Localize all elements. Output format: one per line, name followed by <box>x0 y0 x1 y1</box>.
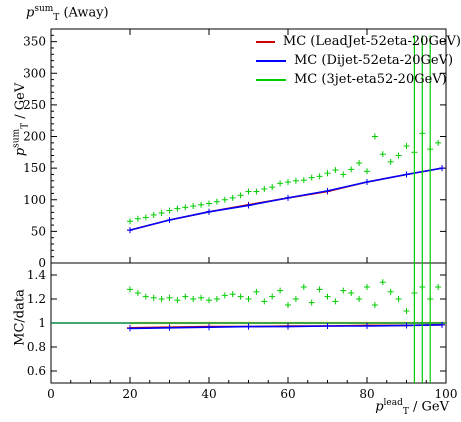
x-tick-label: 100 <box>435 387 458 401</box>
y-tick-label-main: 50 <box>31 224 46 238</box>
y-tick-label-main: 200 <box>23 130 46 144</box>
x-tick-label: 60 <box>280 387 295 401</box>
y-tick-label-main: 150 <box>23 161 46 175</box>
y-tick-label-main: 250 <box>23 98 46 112</box>
y-tick-label-ratio: 1 <box>38 316 46 330</box>
legend-swatch <box>256 40 275 43</box>
main-series-line <box>129 167 443 231</box>
legend-swatch <box>256 59 286 62</box>
y-tick-label-ratio: 0.6 <box>27 364 46 378</box>
legend-entry-leadjet: MC (LeadJet-52eta-20GeV) <box>256 32 461 51</box>
y-tick-label-main: 350 <box>23 35 46 49</box>
x-tick-label: 80 <box>359 387 374 401</box>
legend-entry-dijet: MC (Dijet-52eta-20GeV) <box>256 51 461 70</box>
legend-label: MC (LeadJet-52eta-20GeV) <box>282 34 461 49</box>
legend-entry-3jet: MC (3jet-eta52-20GeV) <box>256 70 461 89</box>
y-tick-label-ratio: 0.8 <box>27 340 46 354</box>
y-tick-label-main: 0 <box>38 256 46 270</box>
y-tick-label-ratio: 1.2 <box>27 292 46 306</box>
x-axis-label: pleadT / GeV <box>375 398 449 417</box>
y-tick-label-ratio: 1.4 <box>27 268 46 282</box>
y-axis-label-main: psumT / GeV <box>11 82 31 157</box>
legend-label: MC (Dijet-52eta-20GeV) <box>294 53 454 68</box>
legend-label: MC (3jet-eta52-20GeV) <box>294 72 447 87</box>
y-tick-label-main: 300 <box>23 66 46 80</box>
legend-swatch <box>256 78 286 81</box>
legend: MC (LeadJet-52eta-20GeV) MC (Dijet-52eta… <box>256 32 461 89</box>
plot-title: psumT (Away) <box>26 4 109 23</box>
x-tick-label: 20 <box>122 387 137 401</box>
x-tick-label: 40 <box>201 387 216 401</box>
y-tick-label-main: 100 <box>23 193 46 207</box>
x-tick-label: 0 <box>47 387 55 401</box>
y-axis-label-ratio: MC/data <box>12 289 28 346</box>
